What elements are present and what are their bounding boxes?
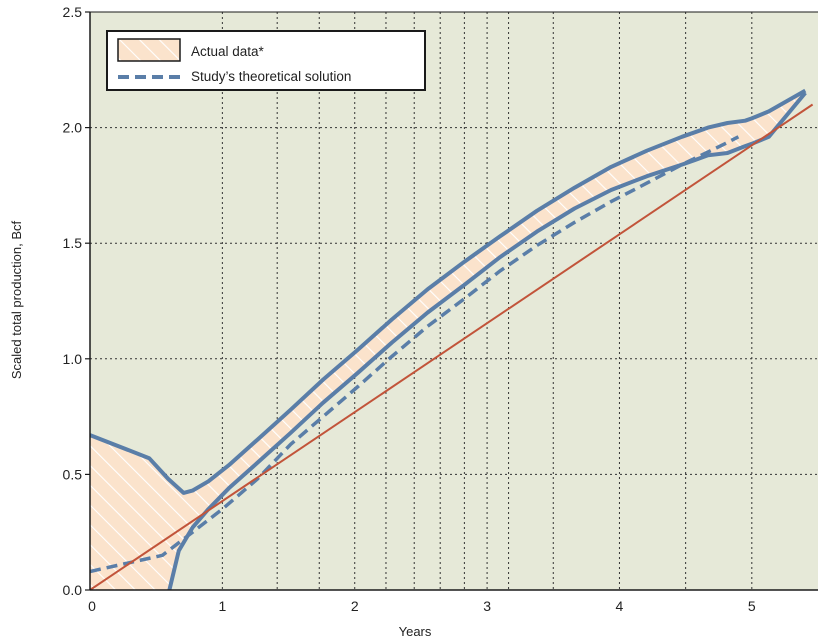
- series-lines: [90, 88, 814, 590]
- tick-labels: 0123456789100.00.51.01.52.02.5: [63, 4, 756, 614]
- legend-label-theory: Study’s theoretical solution: [191, 69, 351, 84]
- actual-data-upper-line: [90, 88, 807, 495]
- legend-swatch-actual: [117, 38, 181, 62]
- legend-label-actual: Actual data*: [191, 44, 265, 59]
- x-tick-label: 5: [748, 598, 756, 614]
- x-tick-label: 3: [483, 598, 491, 614]
- x-axis-label: Years: [399, 624, 432, 639]
- x-tick-label: 2: [351, 598, 359, 614]
- actual-data-lower-line: [167, 91, 807, 590]
- gridlines: [90, 12, 818, 590]
- y-tick-label: 2.5: [63, 4, 83, 20]
- axes: [85, 11, 818, 591]
- y-tick-label: 0.0: [63, 582, 83, 598]
- x-tick-label: 4: [616, 598, 624, 614]
- x-tick-label: 0: [88, 598, 96, 614]
- y-axis-label: Scaled total production, Bcf: [9, 220, 24, 379]
- y-tick-label: 2.0: [63, 120, 83, 136]
- y-tick-label: 0.5: [63, 466, 83, 482]
- y-tick-label: 1.0: [63, 351, 83, 367]
- theoretical-solution-line: [90, 135, 740, 574]
- legend: Actual data* Study’s theoretical solutio…: [106, 30, 426, 91]
- y-tick-label: 1.5: [63, 235, 83, 251]
- red-trend-line: [90, 103, 814, 590]
- x-tick-label: 1: [218, 598, 226, 614]
